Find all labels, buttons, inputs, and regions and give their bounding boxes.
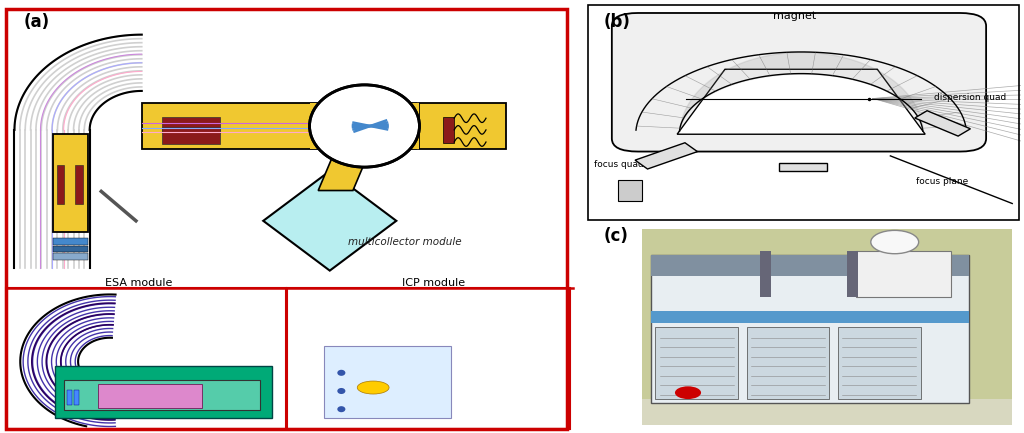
Polygon shape [318,149,371,191]
Text: focus quad: focus quad [594,160,644,169]
Bar [746,327,829,399]
Bar [651,255,969,403]
Bar [309,103,420,149]
Circle shape [675,386,701,399]
Bar [74,390,79,405]
Text: ICP module: ICP module [402,278,466,288]
Bar [53,134,88,232]
Bar [67,390,72,405]
Bar [98,384,203,408]
Bar [838,327,921,399]
Text: ESA module: ESA module [105,278,172,288]
Text: focus plane: focus plane [916,178,969,186]
Bar [53,253,88,260]
Bar [6,288,287,429]
Bar [618,180,642,201]
Bar [56,165,65,204]
Text: (a): (a) [24,13,49,31]
Text: (b): (b) [603,13,630,31]
Bar [855,251,951,297]
Bar [655,327,738,399]
Circle shape [337,370,345,376]
Bar [642,229,1012,424]
Bar [63,380,260,410]
Bar [651,255,969,276]
Polygon shape [635,143,697,169]
Bar [75,165,83,204]
Polygon shape [914,111,971,136]
Text: multicollector module: multicollector module [348,237,462,248]
Bar [162,117,220,133]
Circle shape [337,406,345,412]
Circle shape [870,230,919,254]
Circle shape [309,85,420,167]
Bar [642,399,1012,424]
Bar [651,311,969,323]
Ellipse shape [357,381,389,394]
FancyBboxPatch shape [611,13,986,152]
Bar [53,246,88,252]
Bar [324,346,452,418]
Bar [420,103,506,149]
Bar [287,288,570,429]
Polygon shape [263,171,396,271]
Bar [55,366,272,418]
Bar [53,238,88,245]
Bar [760,251,771,297]
Text: dispersion quad: dispersion quad [934,93,1007,102]
Text: (c): (c) [603,227,628,245]
Polygon shape [677,69,926,134]
Bar [443,117,454,143]
Bar [141,103,417,149]
Text: magnet: magnet [773,11,816,21]
Bar [847,251,858,297]
Circle shape [337,388,345,394]
Polygon shape [779,163,827,171]
Bar [162,127,220,144]
